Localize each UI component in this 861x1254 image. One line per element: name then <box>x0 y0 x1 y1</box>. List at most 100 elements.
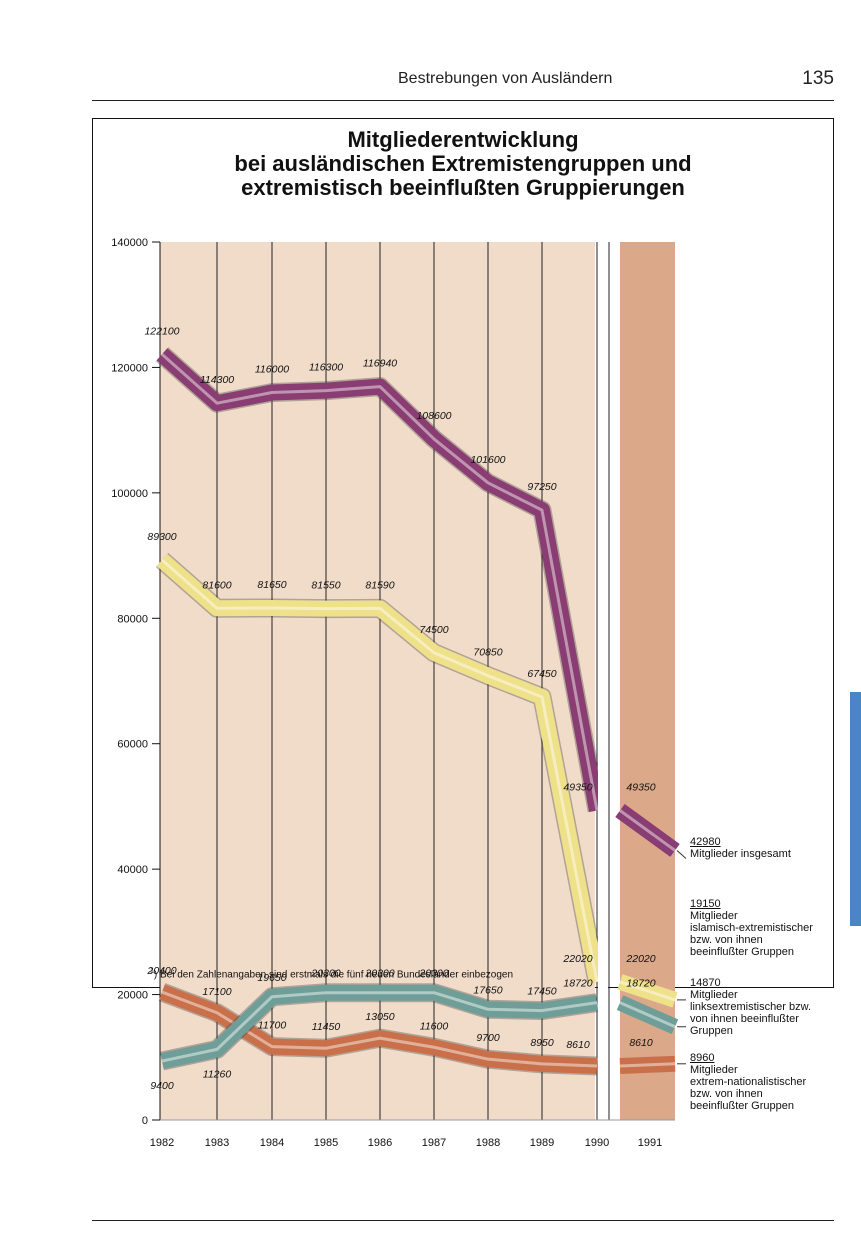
legend-label-total: Mitglieder insgesamt <box>690 848 791 860</box>
data-label-total: 122100 <box>144 325 179 337</box>
series-line <box>160 984 599 1069</box>
data-label-total: 97250 <box>527 481 556 493</box>
data-label-islamic: 22020 <box>625 953 655 965</box>
data-label-left: 19650 <box>257 972 286 984</box>
data-label-islamic: 81550 <box>311 580 340 592</box>
x-tick-label: 1991 <box>638 1137 662 1149</box>
legend-label-nationalist: Mitglieder extrem-nationalistischer bzw.… <box>690 1064 807 1112</box>
data-label-islamic: 67450 <box>527 668 556 680</box>
chart-title-line-3: extremistisch beeinflußten Gruppierungen <box>241 175 685 200</box>
series-line-1991 <box>619 1055 676 1074</box>
x-tick-label: 1985 <box>314 1137 338 1149</box>
x-tick-label: 1983 <box>205 1137 229 1149</box>
data-label-total: 49350 <box>563 782 592 794</box>
side-color-tab <box>850 692 861 926</box>
legend-value-islamic: 19150 <box>690 898 721 910</box>
data-label-nationalist: 20400 <box>146 965 176 977</box>
data-label-nationalist: 11700 <box>258 1020 287 1032</box>
x-tick-label: 1986 <box>368 1137 392 1149</box>
y-tick-label: 40000 <box>117 864 148 876</box>
data-label-islamic: 74500 <box>419 624 448 636</box>
series-islamic <box>155 552 686 1008</box>
series-line-1991-highlight <box>619 809 676 852</box>
x-tick-label: 1990 <box>585 1137 609 1149</box>
legend-entry-total: 42980 Mitglieder insgesamt <box>690 836 791 860</box>
legend-value-nationalist: 8960 <box>690 1052 715 1064</box>
series-line-1991-highlight <box>619 1062 676 1068</box>
data-label-left: 20300 <box>364 968 394 980</box>
chart-title-line-1: Mitgliederentwicklung <box>347 127 579 152</box>
footnote: 1) Bei den Zahlenangaben sind erstmals d… <box>150 968 513 980</box>
axis-break-strip <box>598 242 608 1120</box>
y-tick-label: 100000 <box>111 488 148 500</box>
series-total <box>155 347 687 859</box>
legend-entry-nationalist: 8960 Mitglieder extrem-nationalistischer… <box>690 1052 806 1112</box>
footnote-text: ) Bei den Zahlenangaben sind erstmals di… <box>153 969 514 981</box>
data-label-left: 18720 <box>626 978 655 990</box>
data-label-nationalist: 8610 <box>629 1037 653 1049</box>
series-line-highlight <box>161 991 598 1063</box>
x-tick-label: 1984 <box>260 1137 284 1149</box>
data-label-left: 20300 <box>418 968 448 980</box>
data-label-total: 116300 <box>309 362 343 374</box>
data-label-total: 101600 <box>470 454 505 466</box>
data-label-left: 20300 <box>310 968 340 980</box>
legend-value-left: 14870 <box>690 977 721 989</box>
series-line-1991 <box>617 974 678 1008</box>
data-label-nationalist: 8950 <box>530 1037 554 1049</box>
legend-leader-line <box>676 850 687 859</box>
data-label-islamic: 81600 <box>202 579 231 591</box>
data-label-total: 49350 <box>626 782 655 794</box>
x-tick-label: 1987 <box>422 1137 446 1149</box>
data-label-islamic: 70850 <box>473 647 502 659</box>
data-label-nationalist: 11450 <box>312 1021 341 1033</box>
footnote-marker: 1 <box>150 968 154 975</box>
data-label-nationalist: 11600 <box>420 1020 449 1032</box>
series-line <box>156 348 605 812</box>
data-label-left: 18720 <box>563 978 592 990</box>
series-line <box>156 553 605 984</box>
page-header: Bestrebungen von Ausländern 135 <box>92 66 834 101</box>
y-tick-label: 120000 <box>111 362 148 374</box>
data-label-left: 9400 <box>150 1080 174 1092</box>
series-line-highlight <box>161 353 599 811</box>
data-label-islamic: 81650 <box>257 579 286 591</box>
page-number: 135 <box>802 68 834 89</box>
series-line-1991-highlight <box>619 1001 676 1029</box>
y-tick-label: 60000 <box>117 739 148 751</box>
chart-title: Mitgliederentwicklung bei ausländischen … <box>92 128 834 200</box>
data-label-islamic: 89300 <box>147 531 176 543</box>
bottom-rule <box>92 1220 834 1221</box>
data-label-total: 114300 <box>200 374 234 386</box>
series-line-1991-highlight <box>619 980 676 1002</box>
legend-label-islamic: Mitglieder islamisch-extremistischer bzw… <box>690 910 813 958</box>
data-label-islamic: 22020 <box>562 953 592 965</box>
data-label-left: 17450 <box>527 986 556 998</box>
series-left <box>160 983 686 1071</box>
y-tick-label: 20000 <box>117 990 148 1002</box>
data-label-total: 116000 <box>255 364 289 376</box>
x-tick-label: 1989 <box>530 1137 554 1149</box>
data-label-left: 17650 <box>473 984 502 996</box>
x-tick-label: 1982 <box>150 1137 174 1149</box>
series-line-highlight <box>161 558 599 983</box>
data-label-left: 11260 <box>203 1068 232 1080</box>
data-label-nationalist: 8610 <box>566 1039 590 1051</box>
y-tick-label: 80000 <box>117 613 148 625</box>
data-label-islamic: 81590 <box>365 579 394 591</box>
chart-title-line-2: bei ausländischen Extremistengruppen und <box>234 151 692 176</box>
running-header-title: Bestrebungen von Ausländern <box>398 70 613 87</box>
y-tick-label: 140000 <box>111 237 148 249</box>
data-label-total: 108600 <box>416 410 451 422</box>
data-label-total: 116940 <box>363 358 397 370</box>
series-line-1991 <box>616 995 679 1035</box>
series-line-1991 <box>615 804 680 857</box>
x-tick-label: 1988 <box>476 1137 500 1149</box>
y-tick-label: 0 <box>142 1115 148 1127</box>
legend-entry-left: 14870 Mitglieder linksextremistischer bz… <box>690 977 811 1037</box>
data-label-nationalist: 17100 <box>202 986 231 998</box>
data-label-nationalist: 9700 <box>476 1032 500 1044</box>
legend-value-total: 42980 <box>690 836 721 848</box>
legend-entry-islamic: 19150 Mitglieder islamisch-extremistisch… <box>690 898 813 958</box>
